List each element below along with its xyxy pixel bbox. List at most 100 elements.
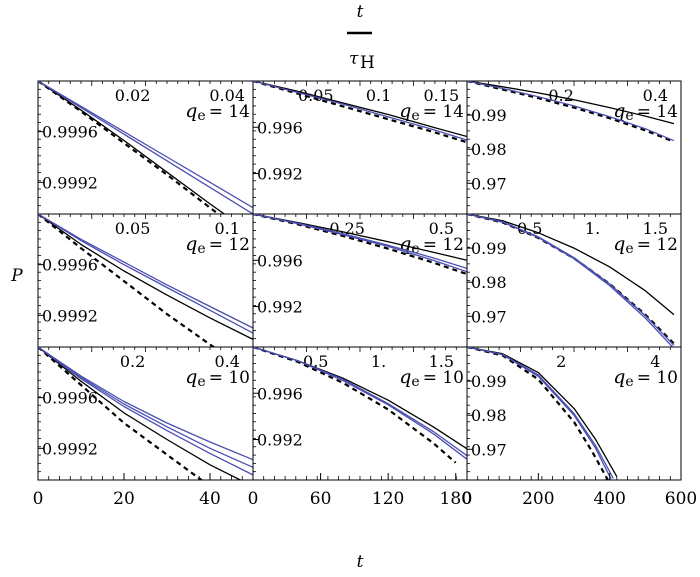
y-tick-label: 0.98 xyxy=(471,140,507,159)
top-tick-label: 0.4 xyxy=(643,86,668,105)
top-tick-label: 4 xyxy=(650,352,660,371)
y-axis-label: P xyxy=(10,266,23,286)
y-tick-label: 0.992 xyxy=(257,298,303,317)
series-group xyxy=(467,347,618,480)
y-tick-label: 0.97 xyxy=(471,174,507,193)
x-tick-label: 400 xyxy=(593,489,625,509)
black-series-line xyxy=(38,214,253,340)
blue-series-line xyxy=(467,214,674,347)
top-tick-label: 0.5 xyxy=(429,219,454,238)
series-group xyxy=(467,81,675,143)
series-group xyxy=(253,81,467,144)
top-tick-label: 0.1 xyxy=(366,86,391,105)
x-tick-label: 180 xyxy=(440,489,472,509)
qe-label: qe = 14 xyxy=(399,100,464,124)
qe-label: qe = 10 xyxy=(185,366,250,390)
x-tick-label: 0 xyxy=(462,489,473,509)
x-tick-label: 200 xyxy=(522,489,554,509)
top-tick-label: 0.15 xyxy=(424,86,460,105)
top-tick-label: 0.2 xyxy=(120,352,145,371)
blue-series-line xyxy=(38,347,253,476)
top-tick-label: 1. xyxy=(371,352,386,371)
qe-label: qe = 12 xyxy=(185,233,250,257)
top-tick-label: 0.04 xyxy=(209,86,245,105)
top-axis-label-numerator: t xyxy=(357,2,364,22)
top-axis-label-tau: τ xyxy=(349,49,359,69)
qe-label: qe = 14 xyxy=(185,100,250,124)
y-tick-label: 0.992 xyxy=(257,165,303,184)
top-axis-label-sub: H xyxy=(360,53,375,73)
top-tick-label: 0.2 xyxy=(548,86,573,105)
y-tick-label: 0.97 xyxy=(471,307,507,326)
y-tick-label: 0.996 xyxy=(257,251,303,270)
y-tick-label: 0.996 xyxy=(257,384,303,403)
x-tick-label: 40 xyxy=(199,489,221,509)
blue-series-line xyxy=(38,81,253,209)
x-axis-label: t xyxy=(357,552,364,572)
y-tick-label: 0.98 xyxy=(471,406,507,425)
top-tick-label: 1. xyxy=(585,219,600,238)
dashed-black-series-line xyxy=(467,81,675,143)
y-tick-label: 0.9996 xyxy=(42,256,98,275)
black-series-line xyxy=(253,81,467,138)
y-tick-label: 0.9996 xyxy=(42,389,98,408)
series-group xyxy=(467,214,675,347)
qe-label: qe = 10 xyxy=(613,366,678,390)
x-tick-label: 600 xyxy=(665,489,697,509)
panel-2-2: 2 4 0.99 0.98 0.97 qe = 10 xyxy=(466,346,682,481)
qe-label: qe = 14 xyxy=(613,100,678,124)
x-tick-label: 20 xyxy=(113,489,135,509)
x-tick-label: 120 xyxy=(372,489,404,509)
y-tick-label: 0.99 xyxy=(471,239,507,258)
panel-grid: 0.02 0.04 0.9996 0.9992 qe = 14 0.05 0.1 0.15 0.9… xyxy=(37,80,682,481)
dashed-black-series-line xyxy=(38,81,221,214)
black-series-line xyxy=(467,214,675,316)
blue-series-line xyxy=(38,214,253,329)
dashed-black-series-line xyxy=(38,214,216,347)
top-tick-label: 0.5 xyxy=(517,219,542,238)
dashed-black-series-line xyxy=(253,347,457,464)
blue-series-line xyxy=(467,81,675,142)
blue-series-line xyxy=(253,81,467,141)
top-tick-label: 0.05 xyxy=(115,219,151,238)
top-tick-label: 0.4 xyxy=(214,352,239,371)
y-tick-label: 0.9992 xyxy=(42,439,98,458)
y-tick-label: 0.9992 xyxy=(42,306,98,325)
top-tick-label: 1.5 xyxy=(429,352,454,371)
series-group xyxy=(38,347,253,480)
black-series-line xyxy=(38,81,226,214)
black-series-line xyxy=(38,347,242,480)
qe-label: qe = 12 xyxy=(399,233,464,257)
blue-series-line xyxy=(467,347,613,480)
top-tick-label: 2 xyxy=(556,352,566,371)
panel-1-2: 0.5 1. 1.5 0.99 0.98 0.97 qe = 12 xyxy=(466,213,682,348)
dashed-black-series-line xyxy=(253,81,467,144)
y-tick-label: 0.99 xyxy=(471,372,507,391)
series-group xyxy=(38,214,253,347)
blue-series-line xyxy=(38,347,253,461)
y-tick-label: 0.992 xyxy=(257,431,303,450)
y-tick-label: 0.996 xyxy=(257,118,303,137)
top-tick-label: 0.1 xyxy=(214,219,239,238)
blue-series-line xyxy=(253,214,467,273)
blue-series-line xyxy=(253,347,467,460)
y-tick-label: 0.99 xyxy=(471,106,507,125)
blue-series-line xyxy=(38,81,253,214)
series-group xyxy=(253,347,467,464)
y-tick-label: 0.98 xyxy=(471,273,507,292)
x-tick-label: 0 xyxy=(33,489,44,509)
y-tick-label: 0.9992 xyxy=(42,173,98,192)
top-tick-label: 0.02 xyxy=(115,86,151,105)
y-tick-label: 0.9996 xyxy=(42,123,98,142)
blue-series-line xyxy=(38,214,253,334)
panel-1-0: 0.05 0.1 0.9996 0.9992 qe = 12 xyxy=(37,213,254,348)
panel-0-0: 0.02 0.04 0.9996 0.9992 qe = 14 xyxy=(37,80,254,215)
series-group xyxy=(253,214,467,276)
blue-series-line xyxy=(38,347,253,468)
x-tick-label: 0 xyxy=(248,489,259,509)
